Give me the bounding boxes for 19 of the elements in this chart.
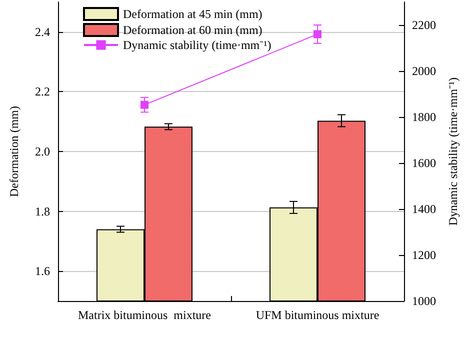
- y-tick-label: 2.0: [35, 144, 50, 158]
- y2-tick-label: 1200: [412, 248, 436, 262]
- y2-axis-title: Dynamic stability (time·mm⁻¹): [446, 77, 460, 226]
- y-tick-label: 2.4: [35, 24, 50, 39]
- y2-tick-label: 2200: [412, 18, 436, 32]
- y-tick-label: 1.6: [35, 264, 50, 278]
- y2-tick-label: 1400: [412, 202, 436, 216]
- x-tick-label: UFM bituminous mixture: [256, 308, 380, 322]
- y-tick-label: 2.2: [35, 84, 50, 99]
- y-axis-title: Deformation (mm): [7, 106, 21, 197]
- legend-label: Deformation at 60 min (mm): [123, 23, 262, 37]
- y2-tick-label: 1600: [412, 156, 436, 170]
- x-tick-label: Matrix bituminous mixture: [78, 308, 211, 322]
- legend-label: Dynamic stability (time·mm⁻¹): [123, 38, 272, 52]
- y-tick-label: 1.8: [35, 204, 50, 218]
- y2-tick-label: 1800: [412, 110, 436, 124]
- legend-label: Deformation at 45 min (mm): [123, 7, 262, 21]
- y2-tick-label: 1000: [412, 294, 436, 308]
- y2-tick-label: 2000: [412, 64, 436, 78]
